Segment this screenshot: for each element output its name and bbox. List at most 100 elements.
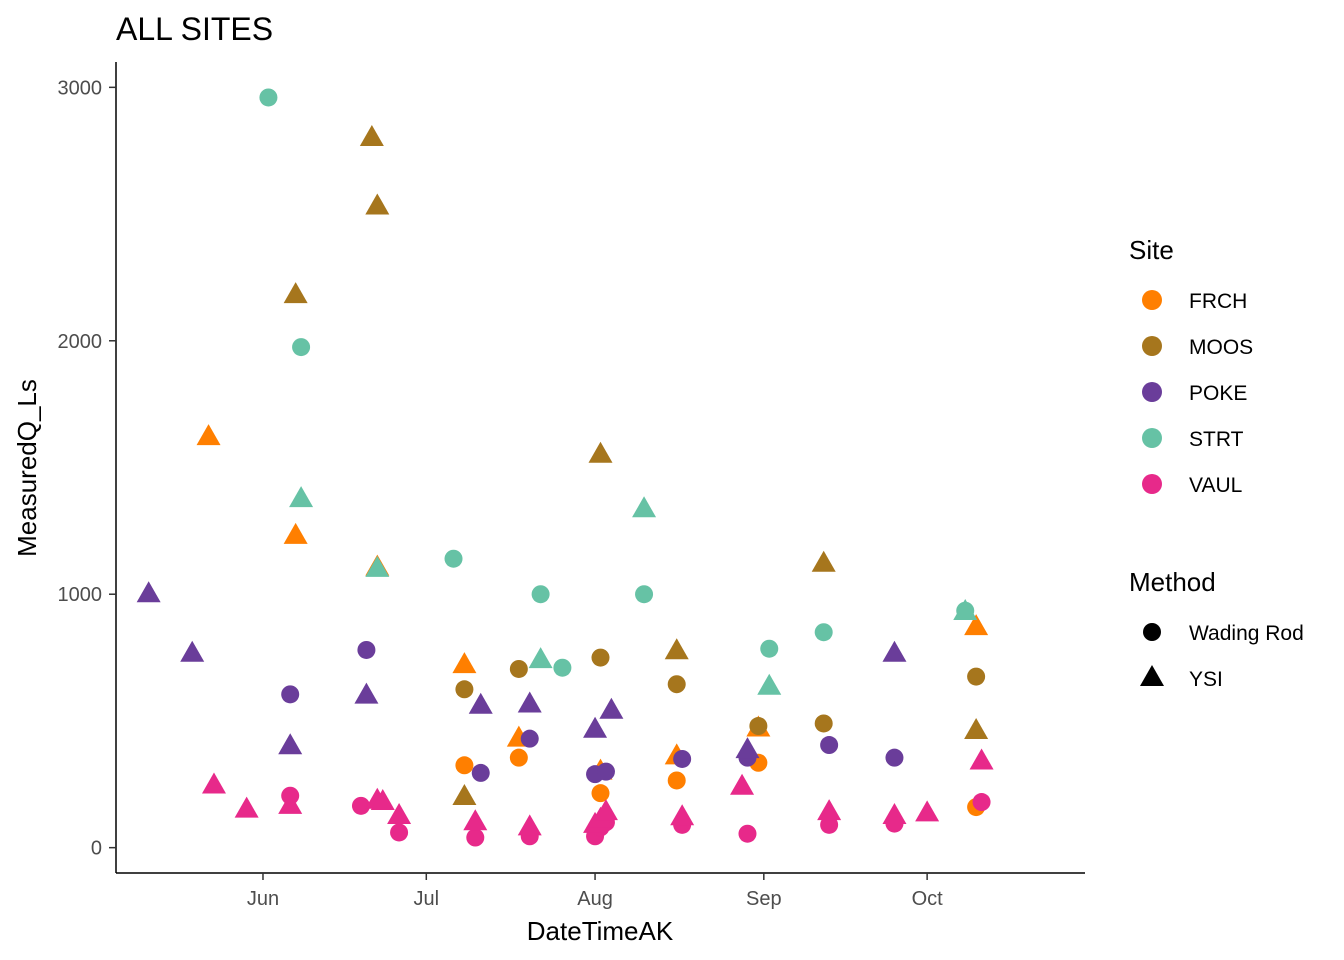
x-tick-label: Jul xyxy=(414,888,440,910)
point-vaul-ysi xyxy=(234,796,259,818)
point-moos-wading-rod xyxy=(667,675,686,694)
legend-site: Site FRCH MOOS POKE STRT VAUL xyxy=(1129,235,1253,497)
point-poke-ysi xyxy=(136,581,161,603)
point-strt-ysi xyxy=(757,673,782,695)
point-vaul-ysi xyxy=(278,792,303,814)
x-axis-ticks: Jun Jul Aug Sep Oct xyxy=(247,873,943,910)
point-moos-ysi xyxy=(964,718,989,740)
point-poke-wading-rod xyxy=(820,736,839,755)
point-vaul-ysi xyxy=(730,773,755,795)
point-poke-ysi xyxy=(468,692,493,714)
point-frch-wading-rod xyxy=(667,771,686,790)
point-poke-ysi xyxy=(583,716,608,738)
y-axis-ticks: 0 1000 2000 3000 xyxy=(58,77,116,860)
point-vaul-ysi xyxy=(517,814,542,836)
legend-label-poke: POKE xyxy=(1189,382,1247,405)
legend-key-moos xyxy=(1142,336,1162,356)
point-frch-ysi xyxy=(196,424,221,446)
legend-key-strt xyxy=(1142,428,1162,448)
point-vaul-ysi xyxy=(463,809,488,831)
point-vaul-wading-rod xyxy=(972,793,991,812)
legend-site-title: Site xyxy=(1129,235,1174,265)
point-strt-wading-rod xyxy=(259,88,278,107)
point-moos-ysi xyxy=(365,193,390,215)
point-moos-ysi xyxy=(811,550,836,572)
legend-method-title: Method xyxy=(1129,567,1216,597)
point-vaul-ysi xyxy=(882,802,907,824)
point-moos-wading-rod xyxy=(591,648,610,667)
x-tick-label: Oct xyxy=(912,888,944,910)
y-tick-label: 3000 xyxy=(58,77,103,99)
point-strt-wading-rod xyxy=(814,623,833,642)
point-vaul-ysi xyxy=(915,800,940,822)
point-moos-ysi xyxy=(283,282,308,304)
point-moos-wading-rod xyxy=(749,717,768,736)
point-strt-ysi xyxy=(632,496,657,518)
point-moos-wading-rod xyxy=(455,680,474,699)
x-tick-label: Jun xyxy=(247,888,279,910)
point-poke-wading-rod xyxy=(520,729,539,748)
point-frch-wading-rod xyxy=(509,748,528,767)
point-moos-ysi xyxy=(359,125,384,147)
point-frch-ysi xyxy=(452,652,477,674)
legend-key-frch xyxy=(1142,290,1162,310)
point-moos-wading-rod xyxy=(509,659,528,678)
point-frch-ysi xyxy=(283,522,308,544)
point-vaul-ysi xyxy=(387,802,412,824)
point-vaul-ysi xyxy=(817,799,842,821)
point-vaul-ysi xyxy=(370,789,395,811)
y-tick-label: 1000 xyxy=(58,584,103,606)
point-vaul-ysi xyxy=(670,804,695,826)
point-poke-ysi xyxy=(599,697,624,719)
point-poke-ysi xyxy=(278,733,303,755)
point-moos-wading-rod xyxy=(967,667,986,686)
data-points xyxy=(136,88,994,847)
point-moos-wading-rod xyxy=(814,714,833,733)
point-vaul-wading-rod xyxy=(466,828,485,847)
chart-title: ALL SITES xyxy=(116,11,273,47)
legend-key-poke xyxy=(1142,382,1162,402)
point-strt-wading-rod xyxy=(292,338,311,357)
legend-method: Method Wading Rod YSI xyxy=(1129,567,1304,691)
point-strt-wading-rod xyxy=(444,549,463,568)
legend-label-vaul: VAUL xyxy=(1189,474,1242,497)
x-tick-label: Sep xyxy=(746,888,782,910)
x-tick-label: Aug xyxy=(577,888,613,910)
legend-key-ysi xyxy=(1140,664,1164,686)
point-strt-ysi xyxy=(365,555,390,577)
x-axis-title: DateTimeAK xyxy=(527,916,674,946)
legend-key-vaul xyxy=(1142,474,1162,494)
point-strt-ysi xyxy=(289,486,314,508)
point-vaul-ysi xyxy=(593,799,618,821)
legend-label-ysi: YSI xyxy=(1189,668,1223,691)
point-strt-wading-rod xyxy=(553,658,572,677)
point-vaul-wading-rod xyxy=(390,823,409,842)
legend-key-wading-rod xyxy=(1143,623,1161,641)
point-poke-wading-rod xyxy=(357,640,376,659)
point-strt-wading-rod xyxy=(760,639,779,658)
point-poke-wading-rod xyxy=(596,762,615,781)
point-vaul-ysi xyxy=(969,748,994,770)
legend-label-wading-rod: Wading Rod xyxy=(1189,622,1304,645)
y-tick-label: 2000 xyxy=(58,331,103,353)
point-poke-wading-rod xyxy=(885,748,904,767)
legend-label-strt: STRT xyxy=(1189,428,1244,451)
point-strt-ysi xyxy=(953,598,978,620)
point-strt-ysi xyxy=(528,647,553,669)
point-moos-ysi xyxy=(452,783,477,805)
point-vaul-ysi xyxy=(201,772,226,794)
point-vaul-wading-rod xyxy=(820,815,839,834)
point-strt-wading-rod xyxy=(531,585,550,604)
point-vaul-wading-rod xyxy=(351,796,370,815)
point-poke-ysi xyxy=(882,640,907,662)
point-moos-ysi xyxy=(588,441,613,463)
legend-label-frch: FRCH xyxy=(1189,290,1247,313)
point-poke-ysi xyxy=(354,682,379,704)
point-strt-wading-rod xyxy=(635,585,654,604)
point-moos-ysi xyxy=(664,638,689,660)
point-poke-wading-rod xyxy=(471,763,490,782)
point-poke-wading-rod xyxy=(281,685,300,704)
legend-label-moos: MOOS xyxy=(1189,336,1253,359)
point-frch-wading-rod xyxy=(591,784,610,803)
point-poke-ysi xyxy=(180,640,205,662)
